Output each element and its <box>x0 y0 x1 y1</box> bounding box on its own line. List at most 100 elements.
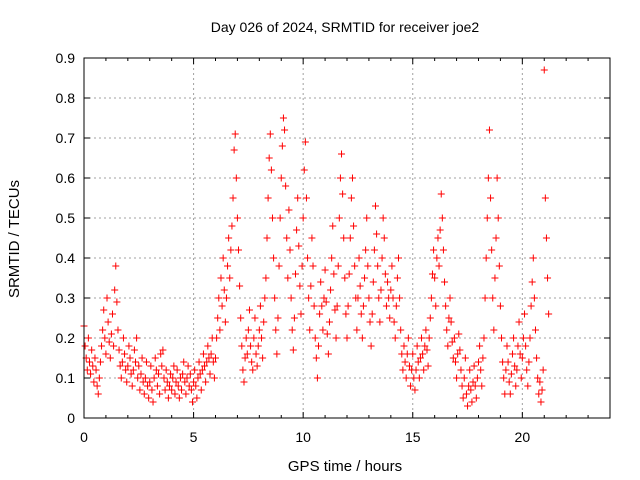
data-point <box>416 354 424 362</box>
data-point <box>512 382 520 390</box>
data-point <box>285 206 293 214</box>
data-point <box>297 310 305 318</box>
data-point <box>202 378 210 386</box>
data-point <box>90 378 98 386</box>
data-point <box>129 366 137 374</box>
data-point <box>477 366 485 374</box>
data-point <box>479 354 487 362</box>
data-point <box>484 174 492 182</box>
y-axis-label: SRMTID / TECUs <box>6 180 23 298</box>
data-point <box>415 374 423 382</box>
data-point <box>119 334 127 342</box>
data-point <box>451 358 459 366</box>
data-point <box>358 334 366 342</box>
data-point <box>445 314 453 322</box>
data-point <box>343 334 351 342</box>
data-point <box>432 302 440 310</box>
data-point <box>381 270 389 278</box>
data-point <box>213 334 221 342</box>
data-point <box>345 270 353 278</box>
data-point <box>302 194 310 202</box>
data-point <box>468 398 476 406</box>
data-point <box>261 294 269 302</box>
data-point <box>190 378 198 386</box>
data-point <box>300 166 308 174</box>
data-point <box>237 314 245 322</box>
data-point <box>294 194 302 202</box>
data-point <box>424 362 432 370</box>
data-point <box>461 354 469 362</box>
data-point <box>404 334 412 342</box>
data-point <box>162 366 170 374</box>
data-point <box>103 294 111 302</box>
data-point <box>194 374 202 382</box>
data-point <box>471 382 479 390</box>
data-point <box>140 390 148 398</box>
data-point <box>249 366 257 374</box>
data-point <box>212 354 219 362</box>
data-point <box>186 370 194 378</box>
data-point <box>467 386 475 394</box>
data-point <box>431 274 439 282</box>
data-point <box>519 334 527 342</box>
data-point <box>251 314 259 322</box>
data-point <box>496 302 504 310</box>
data-point <box>387 286 395 294</box>
data-point <box>446 294 454 302</box>
data-point <box>150 374 158 382</box>
data-point <box>364 262 372 270</box>
data-point <box>475 358 482 366</box>
data-point <box>267 166 275 174</box>
data-point <box>199 350 207 358</box>
data-point <box>179 370 187 378</box>
data-point <box>384 278 392 286</box>
data-point <box>115 346 123 354</box>
data-point <box>195 358 203 366</box>
data-point <box>144 382 152 390</box>
data-point <box>99 326 107 334</box>
data-point <box>320 294 328 302</box>
x-tick-label: 15 <box>405 429 421 445</box>
data-point <box>204 342 212 350</box>
y-tick-label: 0.4 <box>56 250 76 266</box>
data-point <box>114 326 122 334</box>
data-point <box>420 366 428 374</box>
data-point <box>537 398 545 406</box>
data-point <box>243 350 251 358</box>
data-point <box>323 330 331 338</box>
data-point <box>183 374 191 382</box>
data-point <box>316 310 324 318</box>
data-point <box>121 350 129 358</box>
data-point <box>515 318 523 326</box>
data-point <box>281 126 289 134</box>
data-point <box>160 374 168 382</box>
data-point <box>124 362 132 370</box>
data-point <box>322 298 330 306</box>
y-tick-label: 0.3 <box>56 290 76 306</box>
data-point <box>263 234 271 242</box>
data-point <box>430 246 438 254</box>
data-point <box>180 358 188 366</box>
data-point <box>276 214 284 222</box>
data-point <box>489 294 497 302</box>
data-point <box>324 350 332 358</box>
data-point <box>329 222 337 230</box>
data-point <box>227 246 235 254</box>
data-point <box>264 194 272 202</box>
data-point <box>478 382 486 390</box>
data-point <box>375 294 383 302</box>
data-point <box>514 342 522 350</box>
data-point <box>353 326 361 334</box>
data-point <box>296 282 304 290</box>
data-point <box>334 262 342 270</box>
data-point <box>84 334 92 342</box>
data-point <box>201 362 209 370</box>
data-point <box>460 374 468 382</box>
data-point <box>289 346 297 354</box>
data-point <box>469 378 477 386</box>
y-tick-label: 0.5 <box>56 210 76 226</box>
data-point <box>182 390 190 398</box>
data-point <box>128 382 136 390</box>
data-point <box>363 214 371 222</box>
data-point <box>427 294 435 302</box>
